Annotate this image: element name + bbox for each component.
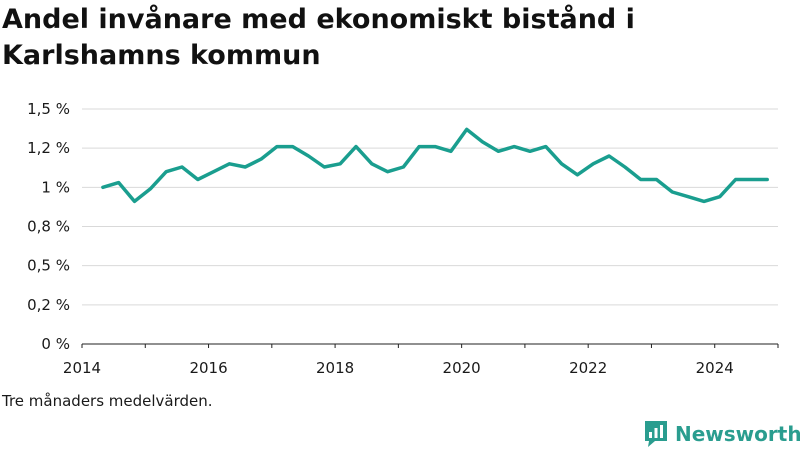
y-tick-label: 1 % bbox=[41, 178, 70, 196]
brand-logo[interactable]: Newsworthy bbox=[643, 418, 800, 450]
footnote: Tre månaders medelvärden. bbox=[2, 392, 213, 410]
line-chart: 0 % 0,2 % 0,5 % 0,8 % 1 % 1,2 % 1,5 % 2014 2016… bbox=[27, 100, 779, 377]
x-tick-label: 2020 bbox=[443, 359, 481, 377]
x-tick-label: 2016 bbox=[189, 359, 227, 377]
y-tick-label: 0,5 % bbox=[27, 257, 70, 275]
x-tick-label: 2018 bbox=[316, 359, 354, 377]
x-axis: 2014 2016 2018 2020 2022 2024 bbox=[63, 343, 779, 377]
y-axis-tick-labels: 0 % 0,2 % 0,5 % 0,8 % 1 % 1,2 % 1,5 % bbox=[27, 100, 70, 353]
x-tick-label: 2014 bbox=[63, 359, 101, 377]
grid-lines bbox=[82, 108, 778, 306]
series-line bbox=[101, 127, 769, 204]
series-lines bbox=[101, 127, 769, 204]
y-tick-label: 0,2 % bbox=[27, 296, 70, 314]
newsworthy-logo-icon bbox=[645, 421, 667, 447]
y-tick-label: 1,5 % bbox=[27, 100, 70, 118]
y-tick-label: 0 % bbox=[41, 335, 70, 353]
brand-name: Newsworthy bbox=[675, 422, 800, 446]
x-tick-label: 2022 bbox=[569, 359, 607, 377]
y-tick-label: 1,2 % bbox=[27, 139, 70, 157]
chart-title: Andel invånare med ekonomiskt bistånd i … bbox=[2, 4, 635, 71]
x-tick-label: 2024 bbox=[696, 359, 734, 377]
y-tick-label: 0,8 % bbox=[27, 218, 70, 236]
